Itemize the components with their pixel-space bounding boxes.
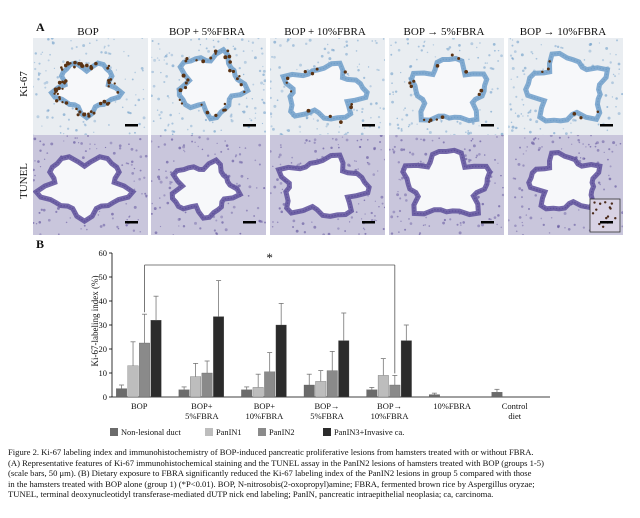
row-label-tunel: TUNEL [18, 162, 30, 200]
legend-item: PanIN1 [205, 428, 242, 437]
caption-line: (A) Representative features of Ki-67 imm… [8, 457, 544, 468]
x-category-label: 5%FBRA [185, 411, 219, 421]
bar [366, 389, 378, 398]
y-tick-label: 0 [103, 392, 107, 402]
figure-caption: Figure 2. Ki-67 labeling index and immun… [8, 447, 632, 500]
legend-swatch [323, 428, 331, 436]
legend-item: Non-lesional duct [110, 428, 181, 437]
caption-line: (scale bars, 50 μm). (B) Dietary exposur… [8, 468, 532, 478]
tunel-micrograph-1 [33, 135, 148, 235]
x-category-label: 10%FBRA [433, 401, 472, 411]
ki67-micrograph-4 [389, 38, 504, 138]
bar [241, 389, 253, 398]
tunel-micrograph-5 [508, 135, 623, 235]
legend-label: PanIN3+Invasive ca. [334, 428, 405, 437]
column-title-bop-10fbra: BOP + 10%FBRA [284, 26, 366, 38]
legend-swatch [205, 428, 213, 436]
scale-bar [243, 221, 256, 224]
chart-legend: Non-lesional duct PanIN1 PanIN2 PanIN3+Inva… [110, 428, 550, 440]
tunel-micrograph-2 [151, 135, 266, 235]
bar [275, 324, 287, 398]
scale-bar [600, 221, 613, 224]
bar [201, 372, 213, 398]
bar [377, 375, 389, 398]
bar [303, 384, 315, 398]
x-category-label: BOP→ [314, 401, 339, 411]
legend-label: Non-lesional duct [121, 428, 181, 437]
x-category-label: 5%FBRA [310, 411, 344, 421]
scale-bar [362, 221, 375, 224]
x-category-label: BOP+ [254, 401, 276, 411]
y-tick-label: 40 [99, 296, 108, 306]
bar [116, 388, 127, 398]
legend-swatch [258, 428, 266, 436]
scale-bar [362, 124, 375, 127]
x-category-label: BOP→ [377, 401, 402, 411]
chart-y-axis-label: Ki-67-labeling index (%) [90, 275, 100, 367]
bar [491, 392, 503, 398]
legend-label: PanIN2 [269, 428, 295, 437]
x-category-label: BOP [131, 401, 148, 411]
bar [428, 394, 440, 398]
bar [389, 384, 401, 398]
scale-bar [125, 124, 138, 127]
column-title-bop: BOP [77, 26, 99, 38]
row-label-ki67: Ki-67 [18, 71, 30, 97]
legend-swatch [110, 428, 118, 436]
caption-line: TUNEL, terminal deoxynucleotidyl transfe… [8, 489, 494, 499]
scale-bar [600, 124, 613, 127]
scale-bar [481, 124, 494, 127]
column-title-bop-5fbra: BOP + 5%FBRA [168, 26, 246, 38]
bar [400, 340, 412, 398]
y-tick-label: 30 [99, 320, 108, 330]
x-category-label: 10%FBRA [371, 411, 410, 421]
panel-a-letter: A [36, 20, 45, 34]
scale-bar [125, 221, 138, 224]
legend-item: PanIN3+Invasive ca. [323, 428, 404, 437]
ki67-micrograph-3 [270, 38, 385, 138]
ki67-micrograph-2 [151, 38, 266, 138]
bar [315, 381, 327, 398]
bar [190, 376, 202, 398]
bar [338, 340, 350, 398]
legend-label: PanIN1 [216, 428, 242, 437]
y-tick-label: 50 [99, 272, 108, 282]
x-category-label: BOP+ [191, 401, 213, 411]
x-category-label: Control [502, 401, 529, 411]
bar [213, 316, 225, 398]
bar [264, 371, 276, 398]
y-tick-label: 20 [99, 344, 108, 354]
panel-b-letter: B [36, 237, 45, 251]
bar [150, 320, 162, 398]
bar [139, 342, 150, 398]
tunel-micrograph-4 [389, 135, 504, 235]
bar [127, 365, 139, 398]
ki67-micrograph-1 [33, 38, 148, 138]
scale-bar [481, 221, 494, 224]
caption-line: in the hamsters treated with BOP alone (… [8, 478, 535, 489]
bar [326, 370, 338, 398]
bar [252, 387, 264, 398]
y-tick-label: 10 [99, 368, 108, 378]
x-category-label: 10%FBRA [246, 411, 285, 421]
caption-line: Figure 2. Ki-67 labeling index and immun… [8, 447, 534, 457]
significance-star: * [266, 250, 273, 265]
ki67-micrograph-5 [508, 38, 623, 138]
tunel-micrograph-3 [270, 135, 385, 235]
column-title-bop-then-10fbra: BOP → 10%FBRA [519, 26, 607, 38]
legend-item: PanIN2 [258, 428, 295, 437]
column-title-bop-then-5fbra: BOP → 5%FBRA [403, 26, 485, 38]
x-category-label: diet [508, 411, 521, 421]
scale-bar [243, 124, 256, 127]
bar [178, 389, 190, 398]
y-tick-label: 60 [99, 248, 108, 258]
